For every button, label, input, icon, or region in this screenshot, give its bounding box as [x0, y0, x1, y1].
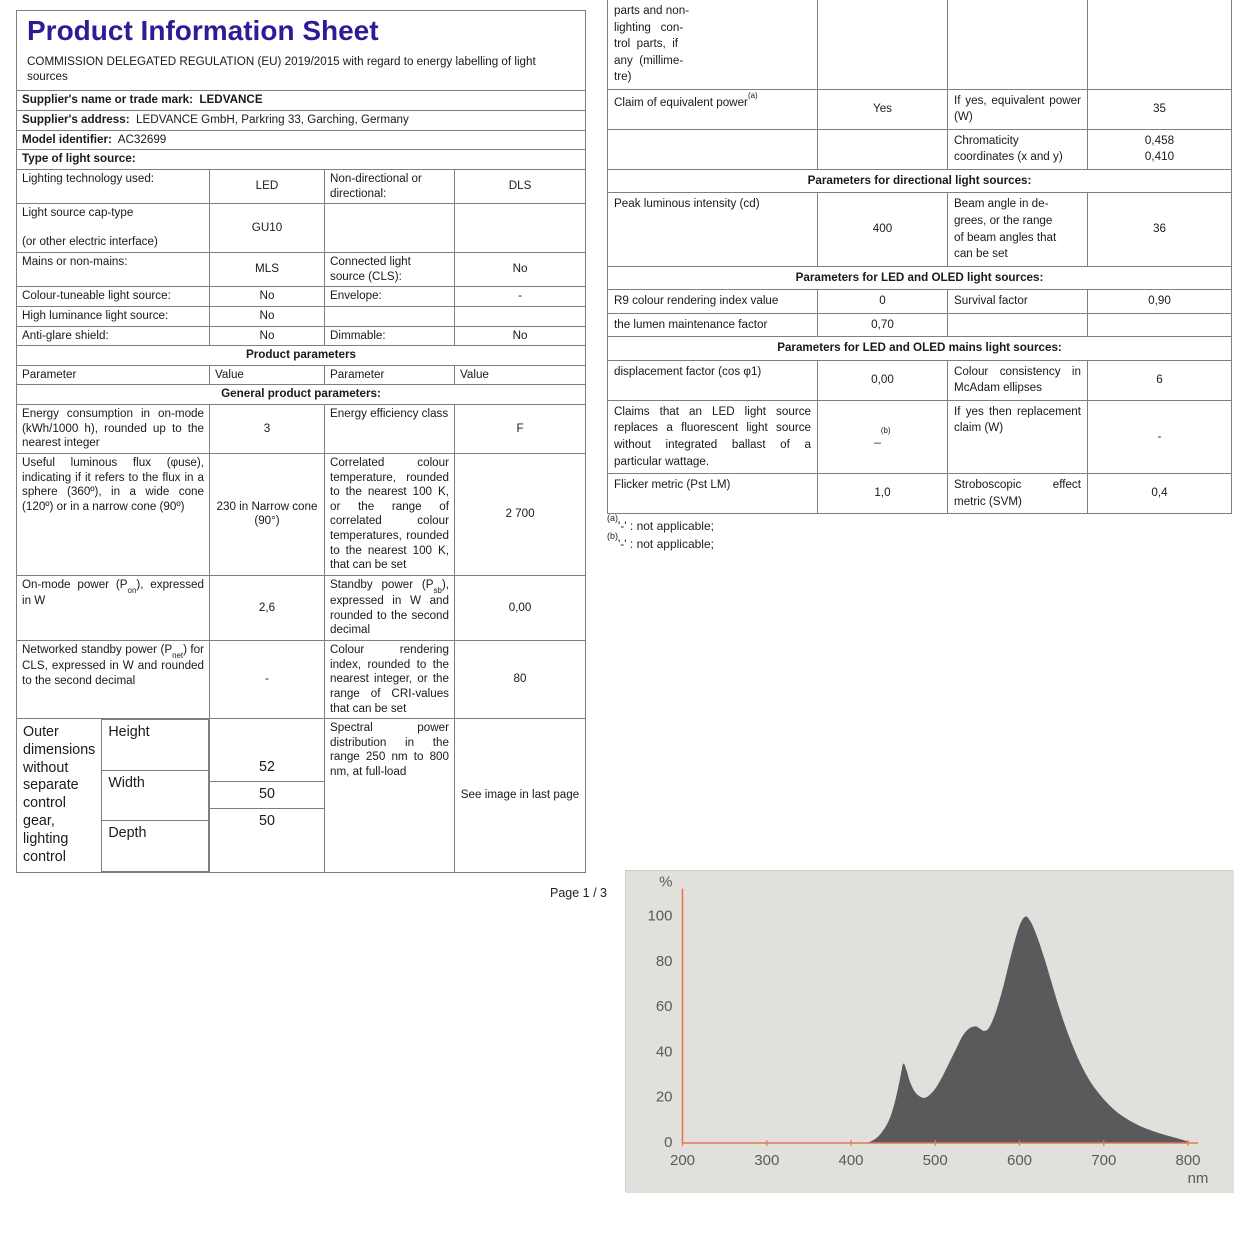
svg-text:100: 100	[647, 908, 672, 925]
svg-text:0: 0	[664, 1134, 672, 1151]
svg-text:400: 400	[838, 1152, 863, 1169]
svg-text:500: 500	[923, 1152, 948, 1169]
svg-text:nm: nm	[1188, 1170, 1209, 1187]
svg-text:80: 80	[656, 953, 673, 970]
svg-text:40: 40	[656, 1043, 673, 1060]
svg-text:20: 20	[656, 1089, 673, 1106]
svg-text:200: 200	[670, 1152, 695, 1169]
svg-text:%: %	[659, 874, 672, 891]
svg-text:800: 800	[1175, 1152, 1200, 1169]
svg-text:300: 300	[754, 1152, 779, 1169]
svg-text:60: 60	[656, 998, 673, 1015]
svg-text:600: 600	[1007, 1152, 1032, 1169]
svg-text:700: 700	[1091, 1152, 1116, 1169]
